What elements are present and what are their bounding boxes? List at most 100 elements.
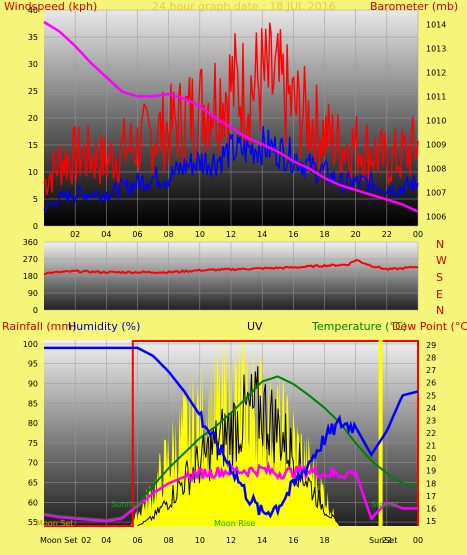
windspeed-axis-title: Windspeed (kph) — [4, 0, 97, 13]
x-tick-label: 22 — [382, 536, 392, 545]
x-tick-label: 08 — [164, 230, 174, 239]
x-tick-label: 16 — [288, 536, 298, 545]
x-tick-label: 16 — [288, 230, 298, 239]
y-tick-label: 0 — [33, 222, 38, 231]
chart-title: 24 hour graph date : 18 JUL 2016 — [152, 0, 336, 13]
compass-labels: N W S E N — [436, 238, 447, 317]
y-right-tick-label: 18 — [426, 479, 436, 488]
y-tick-label: 5 — [33, 195, 38, 204]
rainfall-line — [44, 340, 419, 527]
y-right-tick-label: 25 — [426, 391, 436, 400]
y-right-tick-label: 1006 — [426, 212, 446, 221]
x-tick-label: 04 — [101, 536, 111, 545]
y-tick-label: 75 — [28, 439, 38, 448]
x-tick-label: 14 — [257, 230, 267, 239]
y-tick-label: 90 — [28, 380, 38, 389]
x-tick-label: 18 — [319, 536, 329, 545]
direction-grid — [44, 241, 419, 311]
x-tick-label: 08 — [164, 536, 174, 545]
series-line-humidity — [44, 346, 419, 519]
y-tick-label: 10 — [28, 168, 38, 177]
y-right-tick-label: 1011 — [426, 92, 446, 101]
y-right-tick-label: 21 — [426, 442, 436, 451]
y-tick-label: 35 — [28, 33, 38, 42]
x-tick-label: 00 — [413, 536, 423, 545]
y-right-tick-label: 26 — [426, 379, 436, 388]
barometer-axis-title: Barometer (mb) — [370, 0, 458, 13]
y-right-tick-label: 19 — [426, 467, 436, 476]
x-tick-label: 12 — [226, 230, 236, 239]
y-tick-label: 40 — [28, 6, 38, 15]
x-tick-label: 20 — [351, 230, 361, 239]
y-right-tick-label: 24 — [426, 404, 436, 413]
y-tick-label: 80 — [28, 419, 38, 428]
y-right-tick-label: 29 — [426, 341, 436, 350]
y-right-tick-label: 22 — [426, 429, 436, 438]
x-tick-label: 00 — [413, 230, 423, 239]
y-right-tick-label: 1010 — [426, 116, 446, 125]
moonset-label: Moon Set — [36, 519, 73, 528]
y-tick-label: 65 — [28, 478, 38, 487]
y-tick-label: 85 — [28, 399, 38, 408]
dewpoint-label: Dew Point (°C) — [392, 320, 467, 333]
solar-line — [137, 366, 341, 527]
sunset-label: Sunset — [371, 500, 398, 509]
y-right-tick-label: 1012 — [426, 68, 446, 77]
y-right-tick-label: 15 — [426, 517, 436, 526]
y-right-tick-label: 1009 — [426, 140, 446, 149]
y-tick-label: 0 — [33, 306, 38, 315]
y-right-tick-label: 1013 — [426, 44, 446, 53]
x-tick-label: 02 — [70, 230, 80, 239]
y-right-tick-label: 1008 — [426, 164, 446, 173]
y-tick-label: 95 — [28, 360, 38, 369]
y-tick-label: 20 — [28, 114, 38, 123]
moonrise-label: Moon Rise — [214, 519, 255, 528]
moonset-axis-label: Moon Set — [40, 536, 77, 545]
y-tick-label: 60 — [28, 498, 38, 507]
rainfall-label: Rainfall (mm) — [2, 320, 76, 333]
x-tick-label: 04 — [101, 230, 111, 239]
uv-label: UV — [247, 320, 263, 333]
wind-series — [43, 20, 419, 214]
x-tick-label: 18 — [319, 230, 329, 239]
y-right-tick-label: 27 — [426, 366, 436, 375]
compass-label: S — [436, 271, 443, 284]
x-tick-label: 10 — [195, 230, 205, 239]
compass-label: W — [436, 254, 447, 267]
climate-axes: 55 60 65 70 75 80 85 90 95 100 15 16 17 18 19 20 21 22 23 2… — [23, 340, 436, 545]
series-line-3 — [43, 20, 419, 213]
humidity-label: Humidity (%) — [68, 320, 140, 333]
y-tick-label: 270 — [23, 255, 38, 264]
y-right-tick-label: 1007 — [426, 188, 446, 197]
x-tick-label: 02 — [81, 536, 91, 545]
x-tick-label: 06 — [132, 536, 142, 545]
x-tick-label: 14 — [257, 536, 267, 545]
y-right-tick-label: 1014 — [426, 20, 446, 29]
y-tick-label: 30 — [28, 60, 38, 69]
y-tick-label: 100 — [23, 340, 38, 349]
y-right-tick-label: 17 — [426, 492, 436, 501]
compass-label: N — [436, 238, 444, 251]
direction-series — [43, 259, 418, 275]
climate-series — [43, 332, 419, 527]
y-right-tick-label: 20 — [426, 454, 436, 463]
direction-line — [43, 259, 418, 275]
y-tick-label: 55 — [28, 518, 38, 527]
sunset-axis-label: SunSet — [369, 536, 397, 545]
compass-label: N — [436, 304, 444, 317]
y-right-tick-label: 28 — [426, 354, 436, 363]
y-right-tick-label: 23 — [426, 416, 436, 425]
y-tick-label: 70 — [28, 459, 38, 468]
x-tick-label: 10 — [195, 536, 205, 545]
y-right-tick-label: 16 — [426, 504, 436, 513]
y-tick-label: 25 — [28, 87, 38, 96]
sunset-marker — [378, 340, 383, 526]
series-line-1 — [43, 22, 419, 196]
x-tick-label: 06 — [132, 230, 142, 239]
y-tick-label: 180 — [23, 272, 38, 281]
y-tick-label: 360 — [23, 238, 38, 247]
y-tick-label: 90 — [28, 289, 38, 298]
compass-label: E — [436, 288, 443, 301]
x-tick-label: 22 — [382, 230, 392, 239]
